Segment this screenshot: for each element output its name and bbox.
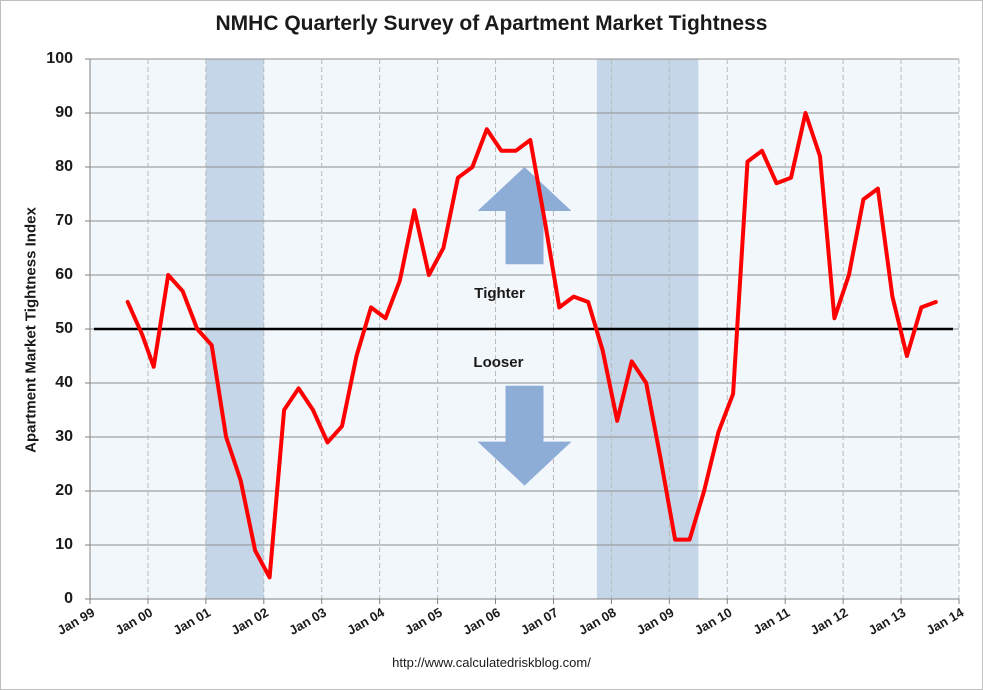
data-point	[760, 149, 764, 153]
data-point	[890, 295, 894, 299]
data-point	[499, 149, 503, 153]
data-point	[803, 111, 807, 115]
data-point	[775, 181, 779, 185]
annotation-tighter: Tighter	[474, 285, 525, 302]
data-point	[543, 219, 547, 223]
data-point	[789, 176, 793, 180]
data-point	[340, 424, 344, 428]
data-point	[126, 300, 130, 304]
data-point	[326, 440, 330, 444]
data-point	[688, 538, 692, 542]
data-point	[630, 359, 634, 363]
data-point	[470, 165, 474, 169]
data-point	[456, 176, 460, 180]
y-tick-label: 100	[46, 50, 73, 67]
data-point	[514, 149, 518, 153]
x-tick-label: Jan 11	[750, 605, 792, 638]
data-point	[239, 478, 243, 482]
source-url: http://www.calculatedriskblog.com/	[392, 655, 591, 670]
x-tick-label: Jan 13	[866, 605, 909, 638]
arrow-up-icon	[477, 167, 572, 265]
data-point	[731, 392, 735, 396]
data-point	[441, 246, 445, 250]
y-tick-label: 90	[55, 104, 73, 121]
y-tick-label: 80	[55, 158, 73, 175]
x-tick-label: Jan 05	[402, 605, 445, 638]
y-tick-label: 70	[55, 212, 73, 229]
data-point	[557, 305, 561, 309]
annotation-looser: Looser	[473, 354, 523, 371]
data-point	[717, 430, 721, 434]
data-point	[861, 197, 865, 201]
data-point	[195, 327, 199, 331]
x-tick-label: Jan 03	[286, 605, 329, 638]
data-point	[934, 300, 938, 304]
data-point	[528, 138, 532, 142]
y-tick-label: 20	[55, 482, 73, 499]
x-tick-label: Jan 04	[344, 604, 387, 638]
data-point	[601, 349, 605, 353]
data-point	[586, 300, 590, 304]
data-point	[152, 365, 156, 369]
data-point	[354, 354, 358, 358]
data-point	[427, 273, 431, 277]
y-tick-label: 0	[64, 590, 73, 607]
data-point	[818, 154, 822, 158]
data-point	[210, 343, 214, 347]
x-tick-label: Jan 07	[518, 605, 561, 638]
data-point	[369, 305, 373, 309]
y-tick-label: 50	[55, 320, 73, 337]
x-tick-label: Jan 14	[924, 604, 967, 638]
y-tick-label: 40	[55, 374, 73, 391]
x-tick-label: Jan 06	[460, 605, 503, 638]
x-tick-label: Jan 00	[113, 605, 156, 638]
series-line-1	[125, 111, 938, 580]
data-point	[412, 208, 416, 212]
x-tick-label: Jan 12	[808, 605, 851, 638]
data-point	[166, 273, 170, 277]
data-point	[398, 278, 402, 282]
data-point	[746, 160, 750, 164]
data-point	[832, 316, 836, 320]
y-tick-label: 60	[55, 266, 73, 283]
x-tick-label: Jan 99	[55, 605, 98, 638]
data-point	[847, 273, 851, 277]
data-point	[297, 386, 301, 390]
x-tick-label: Jan 09	[634, 605, 677, 638]
chart-title: NMHC Quarterly Survey of Apartment Marke…	[215, 12, 768, 35]
data-point	[572, 295, 576, 299]
data-point	[268, 575, 272, 579]
data-point	[253, 548, 257, 552]
data-point	[181, 289, 185, 293]
x-tick-label: Jan 01	[171, 605, 214, 638]
data-point	[140, 332, 144, 336]
data-point	[282, 408, 286, 412]
data-point	[702, 489, 706, 493]
data-point	[673, 538, 677, 542]
arrow-down-icon	[477, 385, 572, 486]
data-point	[311, 408, 315, 412]
data-point	[383, 316, 387, 320]
data-point	[644, 381, 648, 385]
y-tick-label: 10	[55, 536, 73, 553]
y-tick-label: 30	[55, 428, 73, 445]
data-point	[485, 127, 489, 131]
data-point	[615, 419, 619, 423]
data-point	[905, 354, 909, 358]
data-point	[876, 187, 880, 191]
x-tick-label: Jan 10	[692, 605, 735, 638]
data-point	[659, 457, 663, 461]
data-point	[919, 305, 923, 309]
x-tick-label: Jan 02	[228, 605, 271, 638]
data-point	[224, 435, 228, 439]
x-tick-label: Jan 08	[576, 605, 619, 638]
